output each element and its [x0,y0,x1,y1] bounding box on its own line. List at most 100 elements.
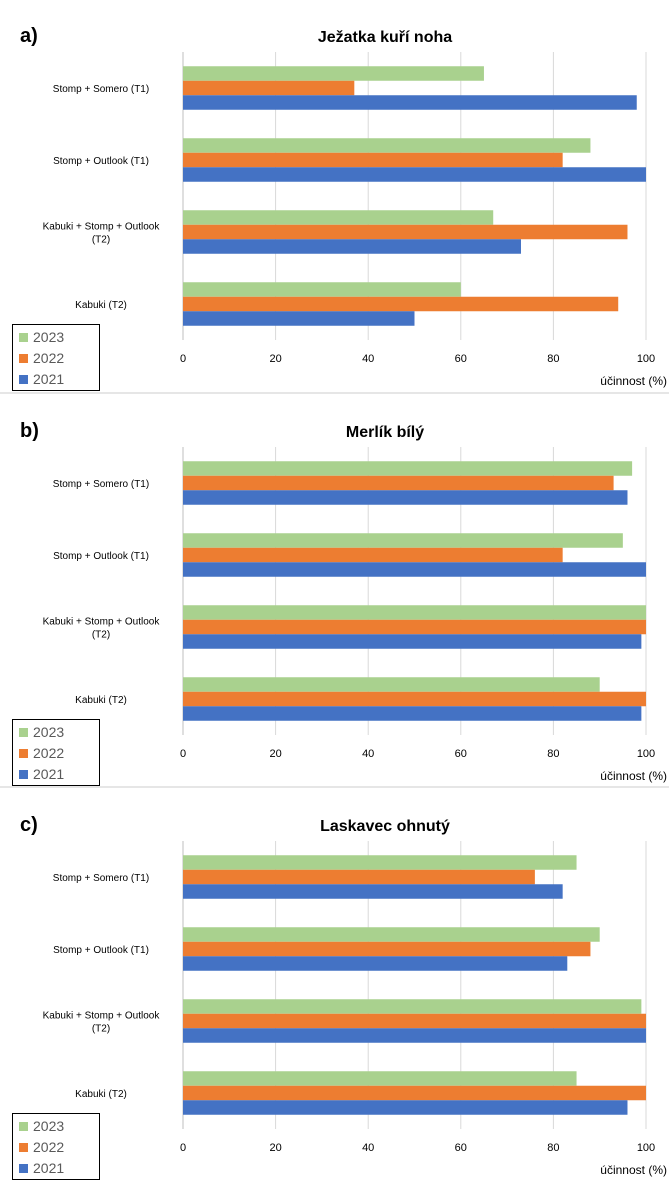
category-label: Stomp + Outlook (T1) [53,156,149,167]
bar-chart: c) Laskavec ohnutý 0 20 40 60 80 100 Stomp + Som… [20,814,667,1177]
x-tick-label: 80 [547,1142,559,1154]
legend-item-2021: 2021 [19,765,64,783]
legend-swatch [19,748,28,758]
bar-2023 [183,855,577,870]
bar-2022 [183,691,646,707]
bar-2022 [183,619,646,635]
x-tick-label: 80 [547,748,559,760]
chart-panel-c: c) Laskavec ohnutý 0 20 40 60 80 100 Stomp + Som… [0,789,669,1181]
legend: 2023 2022 2021 [12,719,100,786]
legend-swatch [19,1163,28,1173]
bar-2022 [183,475,614,491]
x-tick-label: 20 [269,748,281,760]
bar-2022 [183,296,619,312]
bar-2023 [183,1071,577,1086]
x-tick-label: 40 [362,748,374,760]
legend-swatch [19,1121,28,1131]
bar-2021 [183,95,637,110]
bar-2023 [183,533,623,548]
legend-swatch [19,332,28,342]
x-tick-label: 100 [637,1142,655,1154]
category-label: Kabuki + Stomp + Outlook (T2) [43,222,161,246]
category-label: Stomp + Somero (T1) [53,479,149,490]
legend: 2023 2022 2021 [12,324,100,391]
legend-label: 2022 [33,745,65,761]
bar-2023 [183,282,461,297]
x-tick-label: 0 [180,353,186,365]
chart-title: Merlík bílý [346,424,424,441]
legend-swatch [19,1142,28,1152]
x-tick-label: 40 [362,353,374,365]
bar-2022 [183,152,563,168]
bar-2023 [183,677,600,692]
bar-2021 [183,1100,628,1115]
category-label: Stomp + Somero (T1) [53,84,149,95]
bar-2022 [183,869,535,885]
legend-swatch [19,353,28,363]
category-label: Stomp + Outlook (T1) [53,945,149,956]
x-tick-label: 100 [637,353,655,365]
bar-2021 [183,490,628,505]
legend-swatch [19,727,28,737]
category-label: Kabuki (T2) [75,300,127,311]
panel-label: b) [20,420,39,442]
legend-label: 2023 [33,329,65,345]
legend-label: 2022 [33,1139,65,1155]
x-tick-label: 60 [455,353,467,365]
bar-2021 [183,884,563,899]
legend-item-2022: 2022 [19,1138,64,1156]
category-label: Kabuki + Stomp + Outlook (T2) [43,1011,161,1035]
bar-2021 [183,311,415,326]
x-tick-label: 0 [180,1142,186,1154]
bar-2022 [183,1085,646,1101]
legend-label: 2023 [33,1118,65,1134]
chart-title: Ježatka kuří noha [318,29,452,46]
legend-label: 2021 [33,1160,65,1176]
bar-2022 [183,224,628,240]
legend-label: 2021 [33,371,65,387]
x-tick-label: 80 [547,353,559,365]
legend-swatch [19,374,28,384]
bar-2021 [183,239,521,254]
bar-2023 [183,138,591,153]
bar-2021 [183,167,646,182]
legend-item-2022: 2022 [19,744,64,762]
x-tick-label: 60 [455,748,467,760]
legend-item-2022: 2022 [19,349,64,367]
x-tick-label: 20 [269,353,281,365]
legend-item-2023: 2023 [19,1117,64,1135]
legend-label: 2021 [33,766,65,782]
category-label: Kabuki (T2) [75,1089,127,1100]
x-axis-label: účinnost (%) [600,374,667,388]
category-label: Stomp + Somero (T1) [53,873,149,884]
bar-2021 [183,956,568,971]
x-axis-label: účinnost (%) [600,769,667,783]
legend-swatch [19,769,28,779]
x-axis-label: účinnost (%) [600,1163,667,1177]
bar-2023 [183,210,494,225]
bar-2023 [183,605,646,620]
category-label: Kabuki + Stomp + Outlook (T2) [43,617,161,641]
legend-item-2021: 2021 [19,1159,64,1177]
x-tick-label: 40 [362,1142,374,1154]
panel-label: c) [20,814,38,836]
legend-item-2023: 2023 [19,723,64,741]
x-tick-label: 20 [269,1142,281,1154]
bar-2022 [183,547,563,563]
bar-2021 [183,634,642,649]
legend-label: 2022 [33,350,65,366]
bar-2023 [183,66,484,81]
panel-label: a) [20,25,38,47]
x-tick-label: 0 [180,748,186,760]
legend-label: 2023 [33,724,65,740]
category-label: Stomp + Outlook (T1) [53,551,149,562]
category-label: Kabuki (T2) [75,695,127,706]
bar-2023 [183,461,633,476]
panel-divider [0,786,669,788]
chart-title: Laskavec ohnutý [320,818,450,835]
bar-2022 [183,941,591,957]
panel-divider [0,392,669,394]
legend-item-2023: 2023 [19,328,64,346]
bar-2022 [183,80,355,96]
bar-2021 [183,562,646,577]
